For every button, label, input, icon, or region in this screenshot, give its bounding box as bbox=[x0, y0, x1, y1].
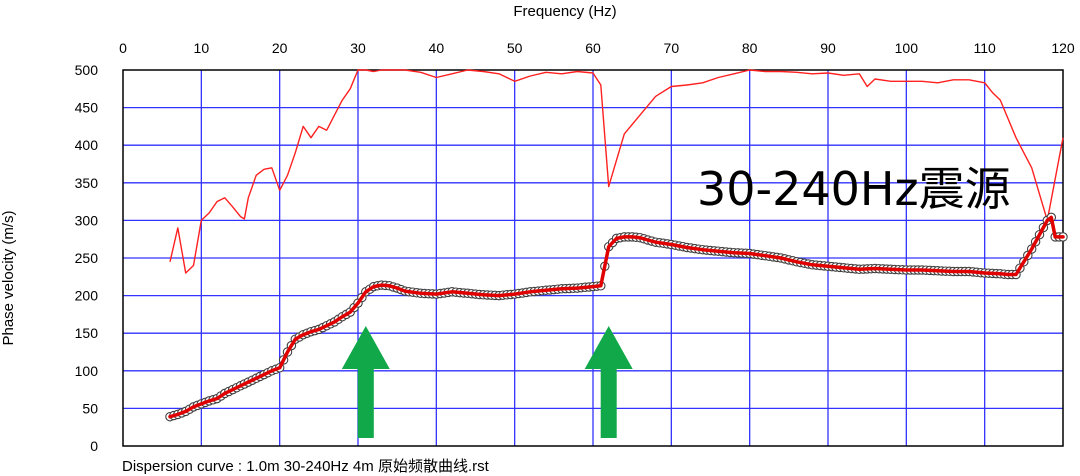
y-tick-label: 250 bbox=[75, 250, 99, 266]
y-tick-label: 0 bbox=[90, 438, 98, 454]
upper-velocity-curve bbox=[169, 69, 1064, 274]
x-tick-label: 40 bbox=[429, 40, 445, 56]
x-axis-title: Frequency (Hz) bbox=[513, 3, 616, 20]
x-tick-label: 0 bbox=[119, 40, 127, 56]
y-tick-label: 450 bbox=[75, 100, 99, 116]
y-tick-label: 150 bbox=[75, 325, 99, 341]
arrow-layer bbox=[341, 326, 633, 438]
x-tick-label: 110 bbox=[974, 40, 997, 56]
y-tick-label: 350 bbox=[75, 175, 99, 191]
x-tick-label: 100 bbox=[895, 40, 919, 56]
y-axis-title: Phase velocity (m/s) bbox=[0, 210, 17, 345]
x-tick-label: 20 bbox=[272, 40, 288, 56]
y-tick-label: 50 bbox=[82, 400, 98, 416]
y-tick-labels: 0 50 100 150 200 250 300 350 400 450 500 bbox=[75, 62, 99, 454]
x-tick-label: 50 bbox=[507, 40, 523, 56]
chart-caption: Dispersion curve : 1.0m 30-240Hz 4m 原始频散… bbox=[122, 458, 490, 475]
plot-frame bbox=[122, 69, 1064, 447]
dispersion-curve-layer bbox=[165, 212, 1068, 422]
x-tick-label: 90 bbox=[820, 40, 836, 56]
upper-curve-layer bbox=[169, 69, 1064, 274]
grid bbox=[123, 70, 1063, 446]
y-tick-label: 300 bbox=[75, 212, 99, 228]
source-annotation: 30-240Hz震源 bbox=[697, 162, 1011, 216]
y-tick-label: 100 bbox=[75, 363, 99, 379]
x-tick-label: 10 bbox=[194, 40, 210, 56]
x-tick-label: 80 bbox=[742, 40, 758, 56]
x-tick-label: 120 bbox=[1051, 40, 1075, 56]
y-tick-label: 500 bbox=[75, 62, 99, 78]
x-tick-labels: 0 10 20 30 40 50 60 70 80 90 100 110 120 bbox=[119, 40, 1075, 56]
green-arrow bbox=[584, 326, 633, 438]
y-tick-label: 200 bbox=[75, 288, 99, 304]
y-tick-label: 400 bbox=[75, 137, 99, 153]
dispersion-curve bbox=[168, 215, 1065, 419]
x-tick-label: 70 bbox=[664, 40, 680, 56]
x-tick-label: 30 bbox=[350, 40, 366, 56]
green-arrow bbox=[341, 326, 390, 438]
x-tick-label: 60 bbox=[585, 40, 601, 56]
